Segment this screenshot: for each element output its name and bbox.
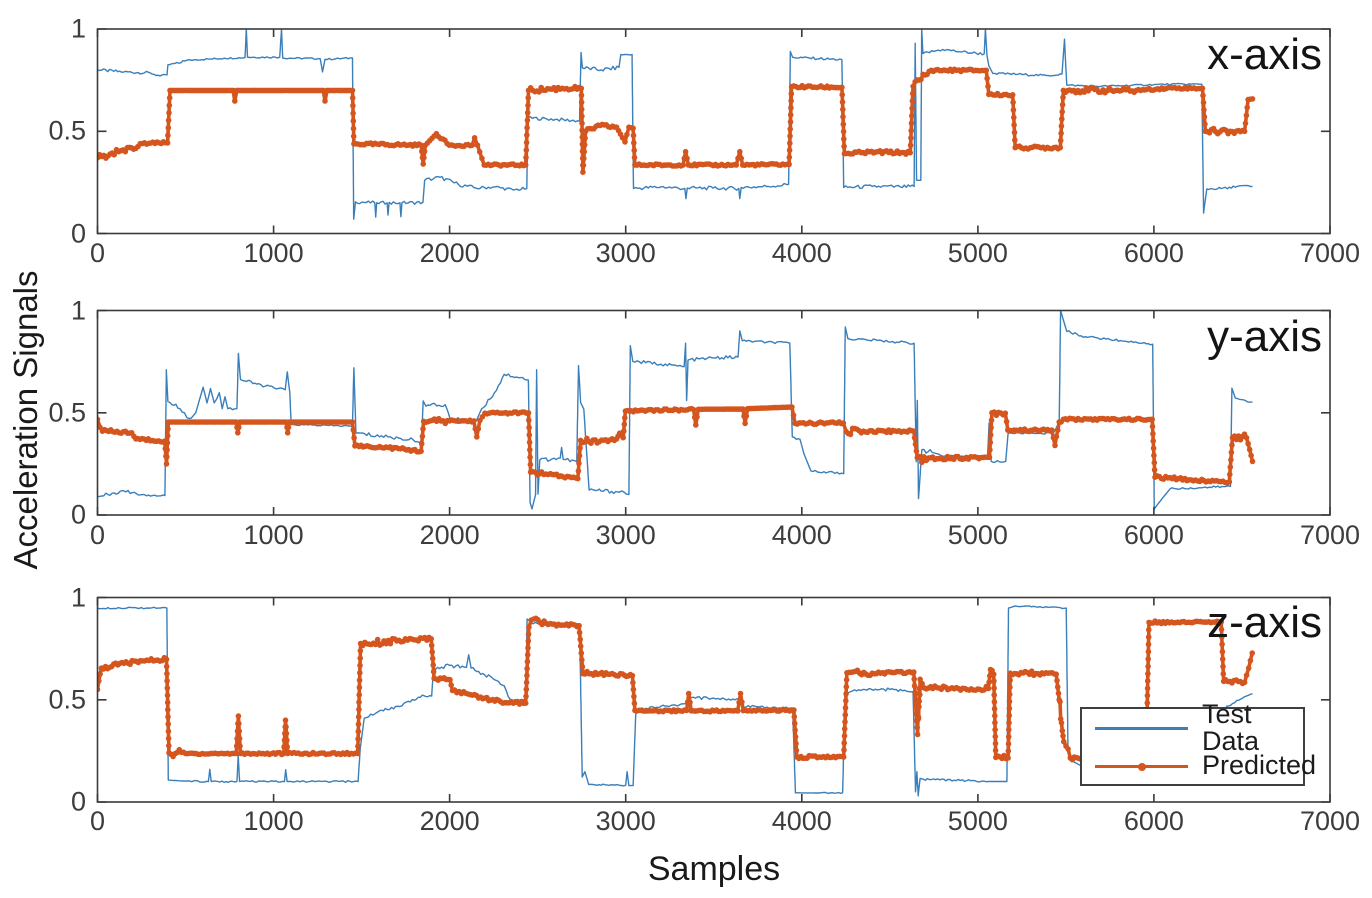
x-axis-label: Samples — [647, 850, 781, 888]
subplot-title-y: y-axis — [1207, 312, 1322, 361]
x-tick-label: 2000 — [419, 238, 480, 268]
subplot-title-x: x-axis — [1207, 30, 1322, 79]
x-tick-label: 5000 — [947, 519, 1008, 550]
x-tick-label: 7000 — [1299, 806, 1361, 836]
x-tick-label: 6000 — [1123, 519, 1184, 550]
x-tick-label: 0 — [89, 519, 106, 550]
y-tick-label: 0.5 — [48, 684, 86, 715]
test-data-series-subplot-3 — [97, 605, 1253, 797]
legend-label: Predicted — [1202, 750, 1317, 780]
x-tick-label: 3000 — [595, 519, 656, 550]
y-tick-label: 1 — [70, 13, 86, 44]
y-tick-label: 0 — [70, 218, 86, 248]
subplot-title-z: z-axis — [1207, 598, 1322, 647]
y-tick-label: 0 — [70, 786, 86, 817]
x-tick-label: 2000 — [419, 806, 480, 836]
axes-box-subplot-3 — [96, 596, 1331, 803]
axes-box-subplot-2 — [96, 309, 1331, 516]
x-tick-label: 4000 — [771, 806, 832, 836]
x-tick-label: 7000 — [1299, 238, 1361, 268]
x-tick-label: 2000 — [419, 519, 480, 550]
legend-label: Test Data — [1202, 699, 1260, 756]
x-tick-label: 1000 — [243, 238, 304, 268]
x-tick-label: 4000 — [771, 238, 832, 268]
x-tick-label: 5000 — [947, 238, 1008, 268]
axis-ticks-subplot-2 — [96, 309, 1331, 516]
predicted-series-subplot-1 — [97, 66, 1256, 175]
predicted-series-subplot-2 — [97, 404, 1256, 486]
x-tick-label: 6000 — [1123, 238, 1184, 268]
axis-ticks-subplot-1 — [96, 28, 1331, 235]
y-tick-label: 1 — [70, 582, 86, 612]
x-tick-label: 1000 — [243, 519, 304, 550]
x-tick-label: 7000 — [1299, 519, 1361, 550]
y-tick-label: 0.5 — [48, 397, 86, 428]
y-tick-label: 1 — [70, 295, 86, 325]
predicted-line-dot-swatch — [1095, 756, 1188, 776]
legend-entry-predicted: Predicted — [1082, 747, 1316, 784]
predicted-series-subplot-3 — [97, 615, 1256, 766]
x-tick-label: 0 — [89, 238, 106, 268]
x-tick-label: 0 — [89, 806, 106, 836]
x-tick-label: 3000 — [595, 806, 656, 836]
x-tick-label: 3000 — [595, 238, 656, 268]
x-tick-label: 1000 — [243, 806, 304, 836]
test-data-line-swatch — [1095, 718, 1188, 738]
legend: Test Data Predicted — [1080, 701, 1316, 786]
x-tick-label: 6000 — [1123, 806, 1184, 836]
x-tick-label: 4000 — [771, 519, 832, 550]
y-tick-label: 0.5 — [48, 115, 86, 146]
legend-entry-test-data: Test Data — [1082, 701, 1303, 755]
y-tick-label: 0 — [70, 499, 86, 530]
test-data-series-subplot-1 — [97, 29, 1253, 220]
y-axis-label: Acceleration Signals — [7, 270, 44, 570]
axes-box-subplot-1 — [96, 28, 1331, 235]
x-tick-label: 5000 — [947, 806, 1008, 836]
